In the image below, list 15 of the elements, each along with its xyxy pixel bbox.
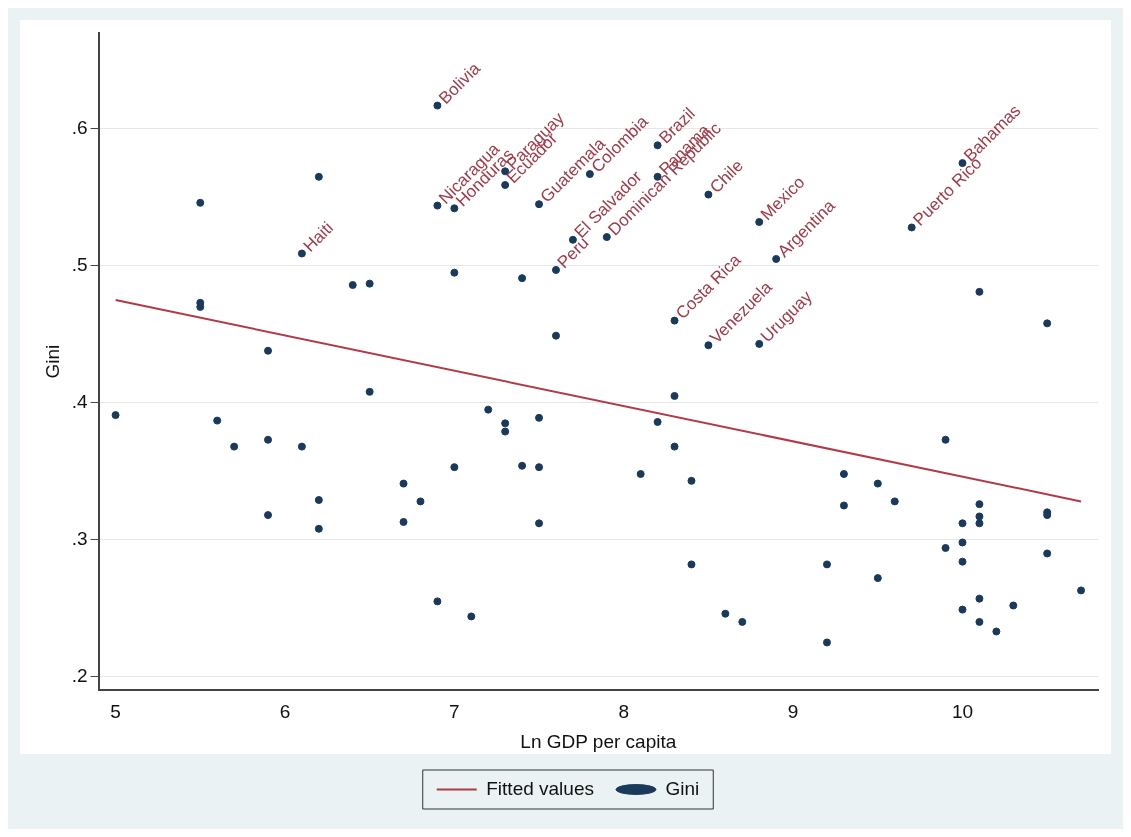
y-axis-title: Gini <box>41 344 63 379</box>
y-tick-label: .5 <box>71 254 88 276</box>
x-tick-label: 9 <box>787 701 799 723</box>
x-tick-label: 6 <box>279 701 291 723</box>
y-tick-label: .3 <box>71 527 88 549</box>
x-axis-title: Ln GDP per capita <box>520 730 677 752</box>
legend-label: Fitted values <box>486 777 594 799</box>
x-tick-label: 8 <box>618 701 630 723</box>
y-tick-label: .6 <box>71 117 88 139</box>
legend-label: Gini <box>665 777 700 799</box>
x-tick-label: 5 <box>110 701 121 723</box>
y-tick-label: .2 <box>71 664 88 686</box>
x-tick-label: 7 <box>449 701 460 723</box>
x-tick-label: 10 <box>951 701 974 723</box>
y-tick-label: .4 <box>71 391 89 413</box>
